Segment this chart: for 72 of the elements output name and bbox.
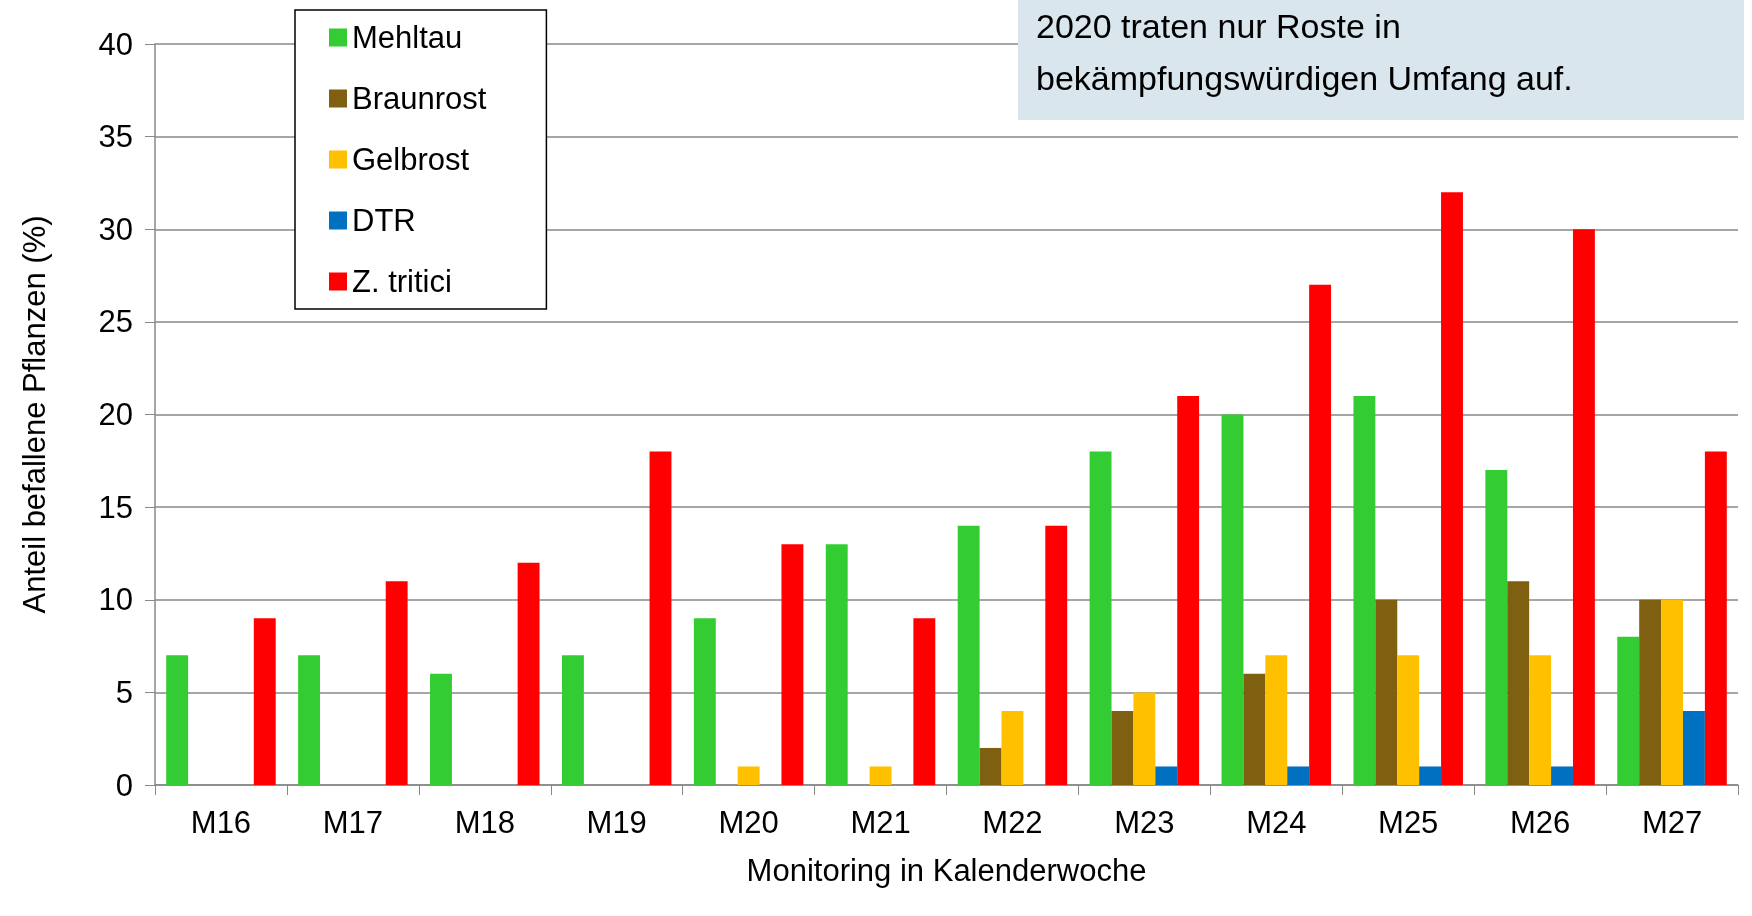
bar xyxy=(1353,395,1376,785)
x-tick-label: M26 xyxy=(1509,805,1571,840)
bar xyxy=(1419,766,1442,785)
bar xyxy=(913,618,936,785)
y-tick-label: 10 xyxy=(98,582,133,618)
bar xyxy=(1265,655,1288,785)
bar xyxy=(385,581,408,785)
bar xyxy=(1155,766,1178,785)
bar xyxy=(737,766,760,785)
bar xyxy=(1507,581,1530,785)
x-tick-label: M27 xyxy=(1641,805,1703,840)
x-tick-label: M19 xyxy=(586,805,647,840)
bar xyxy=(1375,599,1398,785)
x-tick-label: M24 xyxy=(1246,805,1307,840)
x-tick-label: M17 xyxy=(322,805,384,840)
y-tick-label: 35 xyxy=(98,119,133,155)
legend-label: Z. tritici xyxy=(352,264,452,299)
bar xyxy=(781,544,804,785)
bar xyxy=(1661,599,1683,785)
bar xyxy=(1529,655,1552,785)
bar xyxy=(1177,395,1200,785)
x-tick-label: M16 xyxy=(190,805,252,840)
bar xyxy=(1639,599,1662,785)
legend-label: Braunrost xyxy=(352,81,487,116)
bar xyxy=(517,562,540,785)
bar xyxy=(430,673,452,785)
y-tick-label: 30 xyxy=(98,211,133,247)
bar xyxy=(1221,414,1244,785)
bar xyxy=(693,618,716,785)
bar xyxy=(1133,692,1156,785)
bar xyxy=(1682,710,1705,785)
y-tick-label: 5 xyxy=(115,674,133,710)
x-tick-label: M18 xyxy=(454,805,515,840)
bar xyxy=(869,766,892,785)
legend-label: DTR xyxy=(352,203,416,238)
legend-label: Gelbrost xyxy=(352,142,470,177)
x-tick-label: M22 xyxy=(982,805,1043,840)
bar xyxy=(1397,655,1420,785)
bar xyxy=(1441,192,1463,785)
bar xyxy=(825,544,848,785)
bar xyxy=(1089,451,1112,785)
x-tick-label: M21 xyxy=(850,805,911,840)
bar xyxy=(1551,766,1573,785)
bar xyxy=(1704,451,1727,785)
note-box: 2020 traten nur Roste in bekämpfungswürdigen Umfang auf. xyxy=(1018,0,1744,120)
y-tick-label: 25 xyxy=(98,304,133,340)
y-tick-label: 20 xyxy=(98,397,133,432)
bar xyxy=(979,747,1002,785)
bar xyxy=(957,525,980,785)
bar xyxy=(1045,525,1068,785)
x-tick-label: M25 xyxy=(1378,805,1439,840)
y-tick-label: 0 xyxy=(115,767,133,803)
bar xyxy=(1309,284,1332,785)
bar xyxy=(1617,636,1640,785)
x-axis-title: Monitoring in Kalenderwoche xyxy=(746,853,1147,888)
bar xyxy=(1243,673,1266,785)
bar xyxy=(298,655,321,785)
bar xyxy=(1287,766,1310,785)
x-tick-label: M20 xyxy=(718,805,779,840)
bar xyxy=(1001,710,1024,785)
y-tick-label: 40 xyxy=(98,26,133,62)
legend-label: Mehltau xyxy=(352,20,463,55)
bar xyxy=(649,451,672,785)
bar xyxy=(1572,229,1595,785)
x-tick-label: M23 xyxy=(1114,805,1175,840)
bar xyxy=(166,655,189,785)
bar xyxy=(253,618,276,785)
y-tick-label: 15 xyxy=(98,489,133,525)
bar xyxy=(561,655,584,785)
y-axis-title: Anteil befallene Pflanzen (%) xyxy=(17,215,52,614)
bar xyxy=(1485,470,1508,785)
bar xyxy=(1111,710,1134,785)
